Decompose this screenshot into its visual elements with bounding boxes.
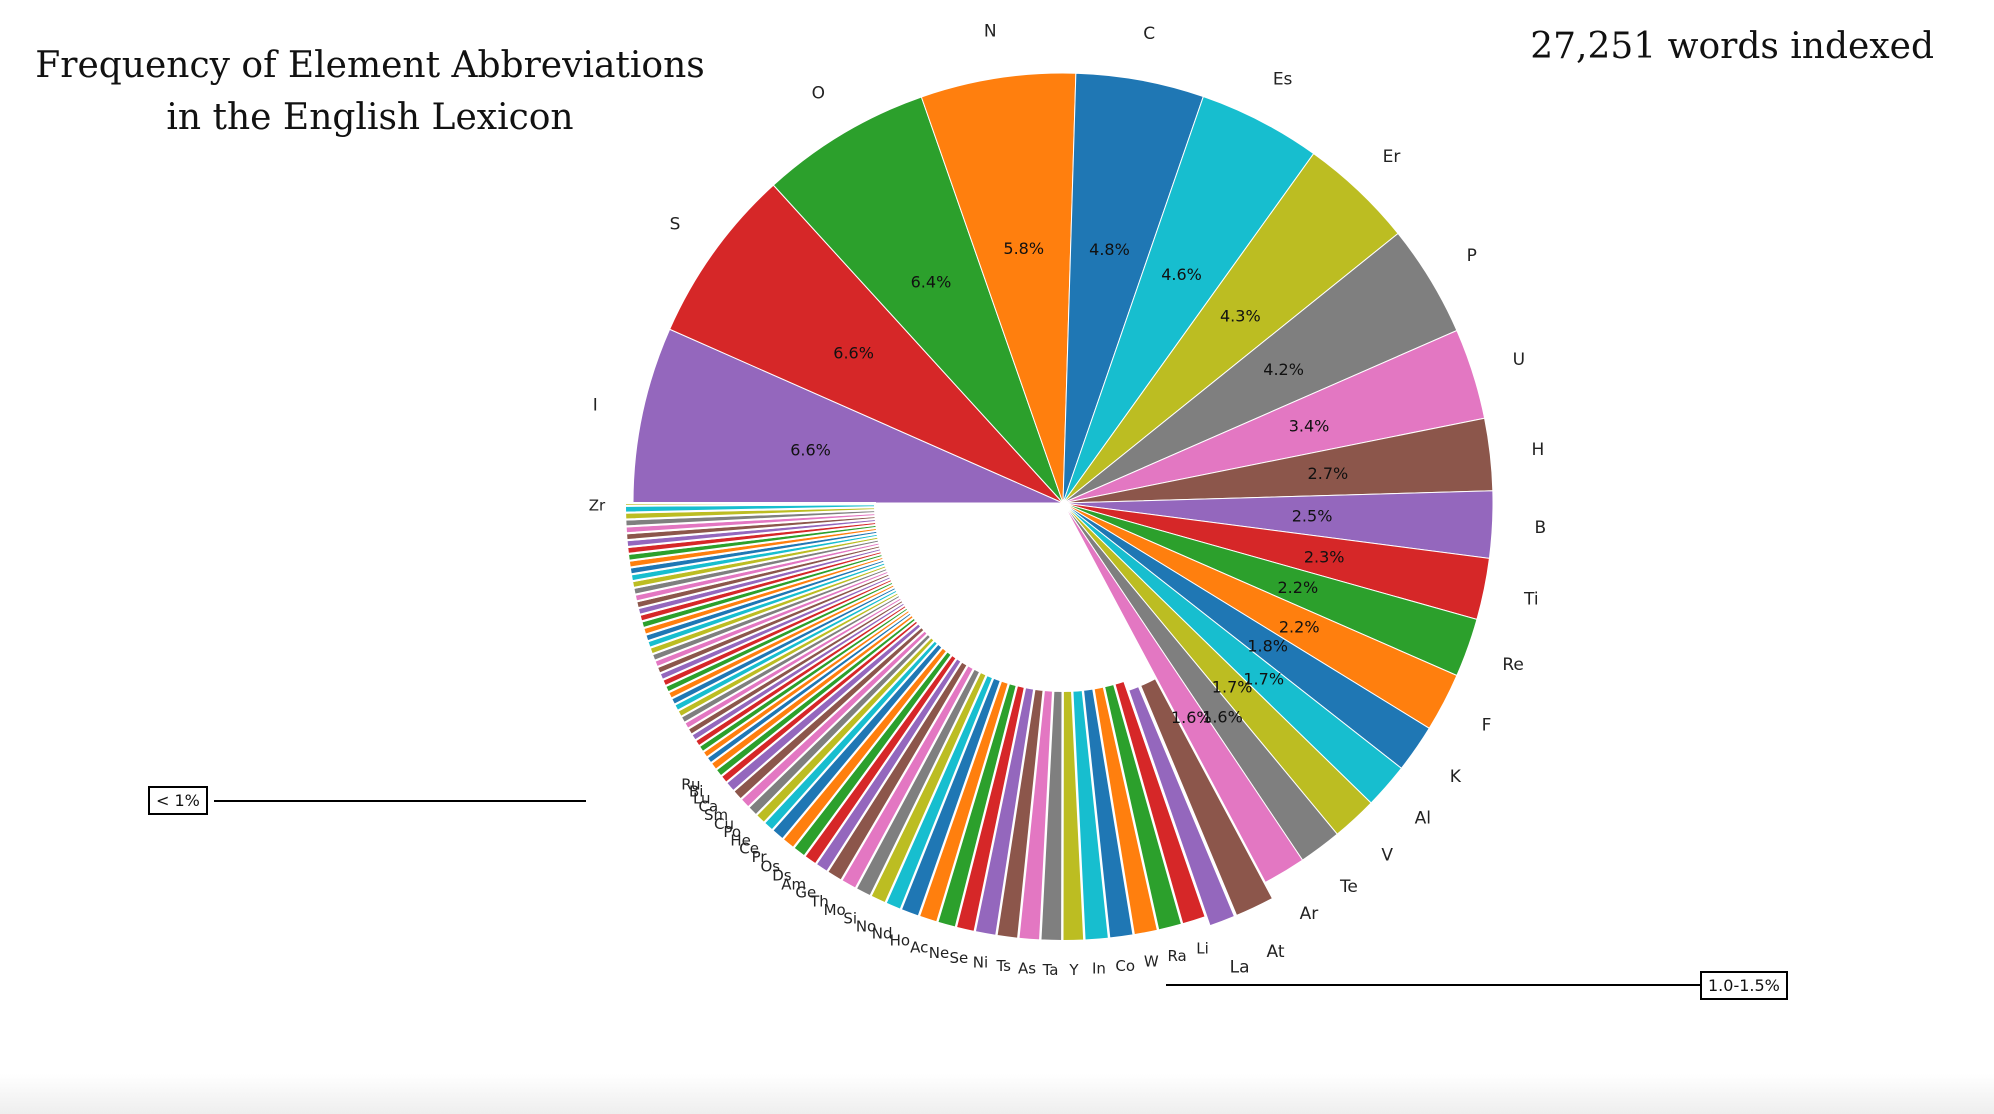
slice-label-ta: Ta xyxy=(1042,961,1059,979)
slice-label-b: B xyxy=(1535,518,1547,538)
slice-label-al: Al xyxy=(1415,809,1431,829)
slice-label-n: N xyxy=(984,22,997,42)
slice-label-h: H xyxy=(1532,440,1545,460)
slice-pct-u: 3.4% xyxy=(1289,416,1330,435)
callout-connectors xyxy=(214,800,1700,986)
slice-label-in: In xyxy=(1092,960,1106,978)
pie-slice-zr xyxy=(623,502,877,507)
slice-label-cu: Cu xyxy=(714,815,734,833)
slice-label-la: La xyxy=(1230,958,1250,978)
slice-pct-n: 5.8% xyxy=(1003,239,1044,258)
slice-label-as: As xyxy=(1018,960,1036,978)
slice-label-f: F xyxy=(1482,716,1492,736)
slice-label-co: Co xyxy=(1115,957,1135,975)
slice-label-no: No xyxy=(856,917,876,935)
slice-pct-i: 6.6% xyxy=(790,441,831,460)
slice-label-re: Re xyxy=(1502,655,1524,675)
slice-label-i: I xyxy=(593,395,598,415)
slice-label-se: Se xyxy=(950,949,969,967)
slice-pct-ti: 2.3% xyxy=(1304,547,1345,566)
slice-label-v: V xyxy=(1381,845,1393,865)
slice-label-he: He xyxy=(730,831,751,849)
slice-pct-o: 6.4% xyxy=(911,272,952,291)
slice-pct-al: 1.7% xyxy=(1243,669,1284,688)
pie-slice-la xyxy=(1126,684,1237,928)
slice-label-k: K xyxy=(1450,767,1462,787)
slice-label-ce: Ce xyxy=(739,839,759,857)
slice-label-li: Li xyxy=(1196,940,1209,958)
slice-label-os: Os xyxy=(761,858,781,876)
slice-label-bi: Bi xyxy=(689,783,703,801)
chart-title-line-2: in the English Lexicon xyxy=(166,97,574,138)
slice-pct-v: 1.7% xyxy=(1212,677,1253,696)
pie-slice-i xyxy=(632,328,1064,504)
slice-pct-h: 2.7% xyxy=(1308,464,1349,483)
slice-label-o: O xyxy=(812,83,825,103)
slice-label-ru: Ru xyxy=(681,776,700,794)
words-indexed-label: 27,251 words indexed xyxy=(1530,26,1934,67)
slice-label-at: At xyxy=(1266,942,1284,962)
slice-label-er: Er xyxy=(1383,147,1401,167)
callout-less-than-1-percent: < 1% xyxy=(148,786,208,815)
pie-slice-o xyxy=(772,96,1064,504)
slice-label-mo: Mo xyxy=(824,901,846,919)
slice-label-ar: Ar xyxy=(1300,904,1319,924)
slice-label-y: Y xyxy=(1068,961,1079,979)
slice-label-am: Am xyxy=(781,875,806,893)
slice-pct-ar: 1.6% xyxy=(1171,708,1212,727)
pie-slice-s xyxy=(669,184,1064,504)
chart-title: Frequency of Element Abbreviations in th… xyxy=(30,40,710,144)
slice-label-te: Te xyxy=(1339,877,1358,897)
slice-label-zr: Zr xyxy=(589,496,606,514)
slice-label-th: Th xyxy=(809,892,829,910)
slice-label-ra: Ra xyxy=(1167,947,1186,965)
slice-label-ho: Ho xyxy=(890,932,910,950)
slice-label-u: U xyxy=(1513,350,1525,370)
slice-label-ne: Ne xyxy=(929,944,949,962)
slice-label-ac: Ac xyxy=(910,938,928,956)
slice-pct-re: 2.2% xyxy=(1278,578,1319,597)
slice-label-lu: Lu xyxy=(693,789,711,807)
slice-label-nd: Nd xyxy=(872,924,893,942)
slice-label-ds: Ds xyxy=(772,867,792,885)
slice-label-w: W xyxy=(1144,953,1159,971)
slice-pct-te: 1.6% xyxy=(1202,708,1243,727)
slice-label-sm: Sm xyxy=(704,806,728,824)
slice-label-p: P xyxy=(1467,246,1477,266)
slice-label-ni: Ni xyxy=(973,954,988,972)
slice-label-c: C xyxy=(1143,24,1155,44)
slice-label-si: Si xyxy=(843,910,857,928)
pie-slice-at xyxy=(1138,676,1275,918)
slice-pct-k: 1.8% xyxy=(1247,636,1288,655)
slice-label-es: Es xyxy=(1273,69,1293,89)
slice-pct-b: 2.5% xyxy=(1292,507,1333,526)
bottom-fade xyxy=(0,1074,1994,1114)
chart-title-line-1: Frequency of Element Abbreviations xyxy=(35,45,705,86)
slice-label-ti: Ti xyxy=(1523,590,1539,610)
slice-pct-er: 4.3% xyxy=(1220,307,1261,326)
callout-1-to-1-5-percent: 1.0-1.5% xyxy=(1700,971,1788,1000)
slice-label-ts: Ts xyxy=(995,957,1011,975)
slice-label-s: S xyxy=(670,215,681,235)
pie-labels: I 6.6% S 6.6% O 6.4% N 5.8% C 4.8% Es 4.6% Er 4.3% P 4.… xyxy=(589,22,1546,979)
slice-label-po: Po xyxy=(723,823,741,841)
slice-pct-f: 2.2% xyxy=(1279,618,1320,637)
slice-label-ca: Ca xyxy=(699,797,719,815)
pie-slices xyxy=(623,72,1494,942)
slice-pct-s: 6.6% xyxy=(833,343,874,362)
slice-pct-c: 4.8% xyxy=(1089,240,1130,259)
slice-pct-es: 4.6% xyxy=(1161,265,1202,284)
slice-pct-p: 4.2% xyxy=(1263,360,1304,379)
pie-slice-n xyxy=(920,72,1077,504)
slice-label-pr: Pr xyxy=(752,848,768,866)
slice-label-ge: Ge xyxy=(795,884,816,902)
